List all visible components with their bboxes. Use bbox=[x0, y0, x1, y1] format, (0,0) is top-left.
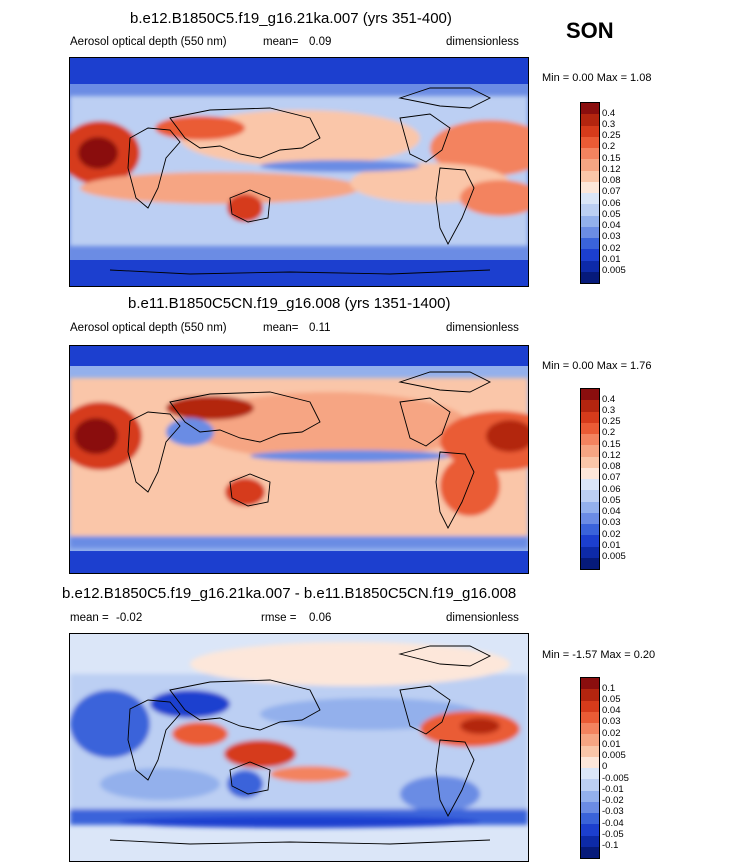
colorbar-tick-label: 0.25 bbox=[602, 416, 621, 427]
panel1-units: dimensionless bbox=[446, 36, 519, 48]
panel3-mean-value: -0.02 bbox=[116, 612, 143, 624]
colorbar-tick-label: -0.005 bbox=[602, 773, 629, 784]
colorbar-tick-label: 0.02 bbox=[602, 243, 621, 254]
colorbar-tick-label: 0.05 bbox=[602, 495, 621, 506]
panel2-coastlines bbox=[127, 371, 492, 529]
colorbar-tick-label: 0.4 bbox=[602, 394, 616, 405]
colorbar-tick-label: 0.02 bbox=[602, 529, 621, 540]
panel3-minmax: Min = -1.57 Max = 0.20 bbox=[542, 649, 656, 661]
colorbar-tick-label: 0.4 bbox=[602, 108, 616, 119]
colorbar-tick-label: 0.2 bbox=[602, 141, 616, 152]
panel3-rmse-label: rmse = bbox=[261, 612, 297, 624]
panel3-map bbox=[69, 633, 529, 862]
panel3-coastlines bbox=[109, 645, 492, 845]
panel2-minmax: Min = 0.00 Max = 1.76 bbox=[542, 360, 652, 372]
colorbar-tick-label: 0.3 bbox=[602, 119, 616, 130]
colorbar-tick-label: 0.08 bbox=[602, 175, 621, 186]
colorbar-tick-label: 0.2 bbox=[602, 427, 616, 438]
colorbar-tick-label: 0.04 bbox=[602, 506, 621, 517]
panel1-mean-label: mean= bbox=[263, 36, 299, 48]
colorbar-tick-label: 0.07 bbox=[602, 186, 621, 197]
colorbar-tick-label: 0.1 bbox=[602, 683, 616, 694]
panel1-map bbox=[69, 57, 529, 287]
panel1-colorbar bbox=[580, 102, 600, 284]
colorbar-tick-label: 0.04 bbox=[602, 705, 621, 716]
panel3-units: dimensionless bbox=[446, 612, 519, 624]
colorbar-tick-label: -0.05 bbox=[602, 829, 624, 840]
panel3-title: b.e12.B1850C5.f19_g16.21ka.007 - b.e11.B… bbox=[62, 585, 517, 602]
colorbar-tick-label: 0.06 bbox=[602, 198, 621, 209]
colorbar-tick-label: 0.06 bbox=[602, 484, 621, 495]
colorbar-tick-label: -0.01 bbox=[602, 784, 624, 795]
colorbar-tick-label: 0.01 bbox=[602, 739, 621, 750]
colorbar-tick-label: 0 bbox=[602, 761, 608, 772]
panel2-colorbar bbox=[580, 388, 600, 570]
panel3-mean-label: mean = bbox=[70, 612, 109, 624]
colorbar-tick-label: -0.02 bbox=[602, 795, 624, 806]
colorbar-tick-label: 0.005 bbox=[602, 750, 626, 761]
colorbar-tick-label: 0.04 bbox=[602, 220, 621, 231]
colorbar-tick-label: 0.25 bbox=[602, 130, 621, 141]
season-label: SON bbox=[566, 18, 614, 43]
colorbar-tick-label: 0.12 bbox=[602, 164, 621, 175]
colorbar-tick-label: 0.03 bbox=[602, 231, 621, 242]
panel2-mean-label: mean= bbox=[263, 322, 299, 334]
colorbar-tick-label: 0.15 bbox=[602, 439, 621, 450]
panel2-units: dimensionless bbox=[446, 322, 519, 334]
panel1-mean-value: 0.09 bbox=[309, 36, 332, 48]
colorbar-tick-label: 0.3 bbox=[602, 405, 616, 416]
colorbar-tick-label: -0.04 bbox=[602, 818, 624, 829]
panel3-colorbar bbox=[580, 677, 600, 859]
panel1-coastlines bbox=[109, 87, 492, 275]
colorbar-tick-label: 0.02 bbox=[602, 728, 621, 739]
colorbar-tick-label: 0.03 bbox=[602, 517, 621, 528]
colorbar-tick-label: 0.08 bbox=[602, 461, 621, 472]
colorbar-tick-label: 0.15 bbox=[602, 153, 621, 164]
colorbar-tick-label: 0.03 bbox=[602, 716, 621, 727]
colorbar-tick-label: 0.01 bbox=[602, 540, 621, 551]
panel1-minmax: Min = 0.00 Max = 1.08 bbox=[542, 72, 652, 84]
colorbar-tick-label: -0.1 bbox=[602, 840, 619, 851]
colorbar-tick-label: 0.12 bbox=[602, 450, 621, 461]
colorbar-tick-label: 0.05 bbox=[602, 209, 621, 220]
colorbar-tick-label: 0.01 bbox=[602, 254, 621, 265]
colorbar-tick-label: 0.07 bbox=[602, 472, 621, 483]
colorbar-tick-label: -0.03 bbox=[602, 806, 624, 817]
panel2-title: b.e11.B1850C5CN.f19_g16.008 (yrs 1351-14… bbox=[128, 295, 451, 312]
colorbar-tick-label: 0.005 bbox=[602, 551, 626, 562]
panel2-variable: Aerosol optical depth (550 nm) bbox=[70, 322, 227, 334]
panel3-rmse-value: 0.06 bbox=[309, 612, 332, 624]
colorbar-tick-label: 0.005 bbox=[602, 265, 626, 276]
colorbar-tick-label: 0.05 bbox=[602, 694, 621, 705]
panel1-title: b.e12.B1850C5.f19_g16.21ka.007 (yrs 351-… bbox=[130, 10, 452, 27]
panel2-mean-value: 0.11 bbox=[309, 322, 331, 334]
panel2-map bbox=[69, 345, 529, 574]
panel1-variable: Aerosol optical depth (550 nm) bbox=[70, 36, 227, 48]
